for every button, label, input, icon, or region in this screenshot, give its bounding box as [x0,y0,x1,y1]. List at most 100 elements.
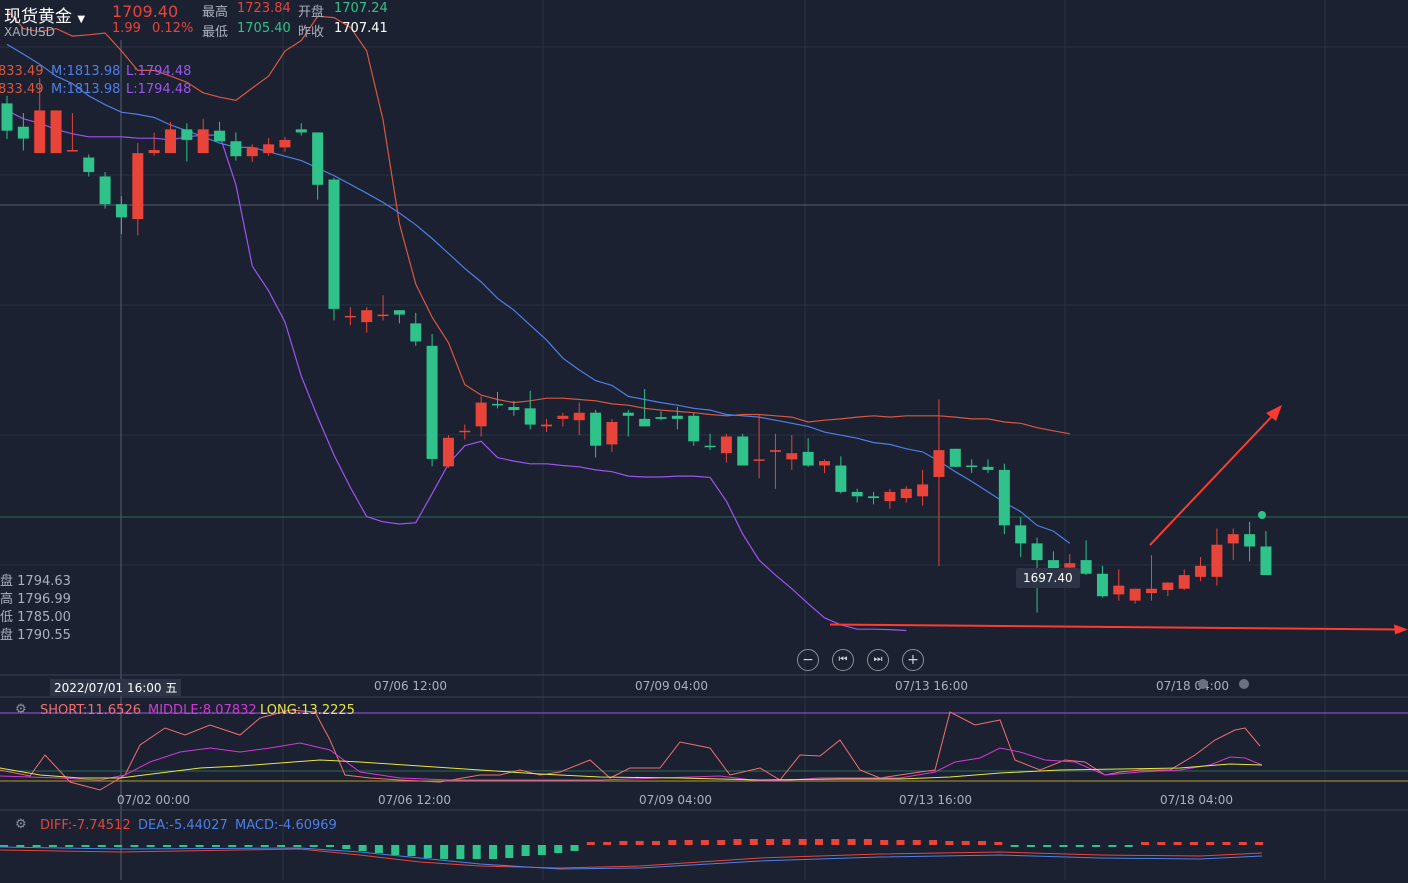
candle-body-12 [197,129,209,154]
prev-close-label: 昨收 [298,25,325,40]
open-value: 1707.24 [334,1,388,16]
macd-bar-28 [456,845,465,859]
short-line [0,709,1261,791]
candle-body-50 [819,461,830,466]
macd-bar-8 [130,845,139,847]
macd-bar-58 [945,841,954,845]
macd-bar-40 [652,841,660,845]
candle-body-31 [508,407,520,411]
macd-bar-45 [733,839,742,845]
candle-body-57 [933,450,945,477]
indicator1-panel [0,709,1408,791]
macd-bar-47 [766,839,775,845]
candle-body-73 [1195,565,1207,577]
indicator1-settings-icon[interactable]: ⚙ [15,702,27,717]
macd-bar-53 [863,839,872,845]
candle-body-51 [835,465,847,492]
title-text: 现货黄金 [4,7,72,27]
scroll-handle-left[interactable] [1198,679,1208,689]
macd-bar-76 [1238,842,1247,845]
ohlc-low: 低 1785.00 [0,610,71,625]
macd-bar-21 [342,845,351,849]
long-line [0,759,1263,781]
macd-bar-75 [1222,842,1231,845]
candle-body-68 [1113,585,1125,595]
zoom-out-button[interactable]: − [797,649,819,671]
prev-button[interactable]: ⏮ [832,649,854,671]
candle-body-49 [802,451,814,466]
macd-bar-0 [0,845,8,847]
macd-bar-36 [586,842,595,845]
candle-body-10 [165,129,176,154]
dropdown-icon[interactable]: ▼ [77,14,86,25]
macd-bar-56 [912,840,921,845]
macd-bar-2 [32,845,41,847]
macd-bar-48 [782,839,791,845]
macd-bar-66 [1075,845,1084,847]
macd-bar-62 [1010,845,1019,847]
macd-bar-32 [521,845,530,856]
long-legend: LONG:13.2225 [260,703,355,718]
macd-settings-icon[interactable]: ⚙ [15,817,27,832]
middle-line [0,742,1263,782]
macd-bar-24 [391,845,400,855]
zoom-out-icon: − [802,652,814,668]
candle-body-20 [328,179,340,309]
candle-body-34 [557,415,569,419]
next-button[interactable]: ⏭ [867,649,889,671]
macd-bar-54 [880,840,889,845]
price-change: 1.99 [112,21,141,36]
macd-bar-60 [978,841,986,845]
candle-body-15 [246,147,258,157]
xaxis-main-4: 07/18 04:00 [1156,679,1229,693]
candle-body-4 [66,150,78,152]
candle-body-35 [573,412,585,421]
macd-bar-46 [749,839,758,845]
macd-bar-25 [407,845,416,856]
candle-body-65 [1064,563,1076,568]
candle-body-24 [393,310,405,315]
candle-body-63 [1031,543,1043,561]
macd-bar-11 [179,845,188,847]
xaxis-sub-4: 07/13 16:00 [899,793,972,807]
zoom-in-button[interactable]: + [902,649,924,671]
candle-body-2 [34,110,46,154]
instrument-title[interactable]: 现货黄金 ▼ [4,2,85,27]
candle-body-11 [181,129,193,140]
price-change-pct: 0.12% [152,21,194,36]
xaxis-main-2: 07/09 04:00 [635,679,708,693]
candle-body-27 [442,437,454,467]
low-label: 最低 [202,25,229,40]
candle-body-42 [688,415,700,442]
macd-bar-15 [244,845,253,847]
macd-bar-41 [668,840,677,845]
scroll-handle-right[interactable] [1239,679,1249,689]
candlesticks [1,78,1272,613]
current-price-dot [1258,511,1266,519]
macd-bar-49 [798,839,807,845]
macd-bar-38 [619,841,628,845]
boll-low-legend-2: L:1794.48 [126,82,192,97]
candle-body-76 [1244,534,1256,547]
candle-body-1 [17,126,29,139]
macd-bar-27 [440,845,449,859]
candle-body-30 [492,403,503,406]
candle-body-33 [541,424,553,427]
support-arrow-head [1394,624,1408,635]
candle-body-75 [1227,534,1239,544]
boll-low-legend: L:1794.48 [126,64,192,79]
short-legend: SHORT:11.6526 [40,703,141,718]
ohlc-high: 高 1796.99 [0,592,71,607]
candle-body-43 [704,445,716,448]
annotation-overlay [829,405,1408,635]
macd-bar-16 [260,845,269,847]
macd-bar-51 [831,839,840,845]
boll-lower-line [6,109,907,632]
macd-bar-7 [114,845,123,847]
boll-mid-legend-2: M:1813.98 [51,82,121,97]
macd-bar-34 [554,845,563,853]
macd-legend: MACD:-4.60969 [235,818,337,833]
candle-body-77 [1260,546,1272,576]
macd-bar-71 [1157,842,1166,845]
